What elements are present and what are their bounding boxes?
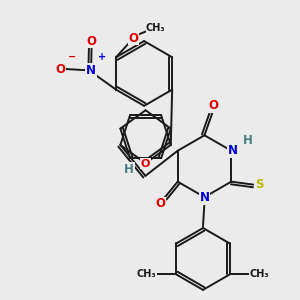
Text: CH₃: CH₃ [249,269,269,279]
Text: N: N [86,64,96,77]
Text: H: H [242,134,252,147]
Text: CH₃: CH₃ [137,269,157,279]
Text: N: N [228,144,238,157]
Text: S: S [255,178,263,191]
Text: H: H [124,163,134,176]
Text: N: N [200,191,209,204]
Text: O: O [141,159,150,169]
Text: −: − [68,52,76,62]
Text: O: O [87,34,97,48]
Text: O: O [129,32,139,45]
Text: O: O [155,197,165,210]
Text: CH₃: CH₃ [146,23,166,33]
Text: O: O [208,99,218,112]
Text: O: O [55,62,65,76]
Text: +: + [98,52,106,62]
